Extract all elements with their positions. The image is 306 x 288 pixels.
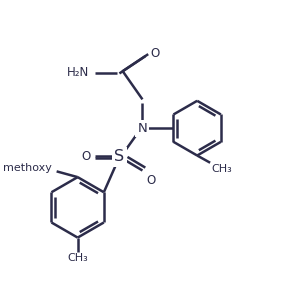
Text: O: O: [151, 47, 160, 60]
Text: H₂N: H₂N: [67, 65, 89, 79]
Text: CH₃: CH₃: [67, 253, 88, 264]
Text: methoxy: methoxy: [3, 164, 52, 173]
Text: CH₃: CH₃: [211, 164, 232, 174]
Text: N: N: [138, 122, 147, 135]
Text: O: O: [81, 150, 91, 164]
Text: O: O: [147, 174, 156, 187]
Text: S: S: [114, 149, 125, 164]
